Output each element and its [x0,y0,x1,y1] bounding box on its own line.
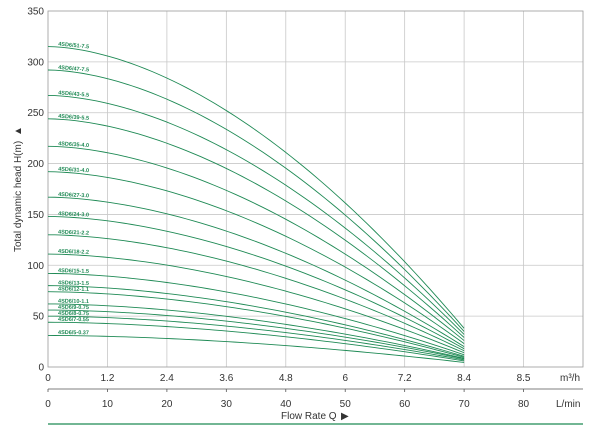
curve-label-4SD6/5-0.37: 4SD6/5-0.37 [58,330,89,336]
curve-4SD6/31-4.0 [47,171,465,344]
x-secondary-tick-1: 10 [102,399,114,410]
x-primary-tick-3: 3.6 [219,373,233,384]
curve-label-4SD6/27-3.0: 4SD6/27-3.0 [58,192,89,200]
curve-4SD6/9-0.75 [47,309,465,360]
x-axis-arrow: ▶ [341,411,349,422]
x-secondary-tick-3: 30 [221,399,233,410]
y-tick-50: 50 [33,312,45,323]
curve-label-4SD6/18-2.2: 4SD6/18-2.2 [58,249,89,256]
curve-label-4SD6/13-1.5: 4SD6/13-1.5 [58,280,89,287]
y-tick-350: 350 [27,7,44,18]
curve-4SD6/7-0.55 [47,321,465,362]
curve-label-4SD6/15-1.5: 4SD6/15-1.5 [58,268,89,275]
x-secondary-tick-6: 60 [399,399,411,410]
x-secondary-tick-8: 80 [518,399,530,410]
curve-label-4SD6/39-5.5: 4SD6/39-5.5 [58,114,89,122]
y-axis-arrow: ▲ [13,126,24,136]
curve-label-4SD6/35-4.0: 4SD6/35-4.0 [58,141,89,149]
curve-4SD6/8-0.75 [47,315,465,361]
curve-label-4SD6/8-0.75: 4SD6/8-0.75 [58,311,89,317]
curve-4SD6/13-1.5 [47,285,465,357]
x-primary-tick-1: 1.2 [100,373,114,384]
x-secondary-tick-4: 40 [280,399,292,410]
x-axis-title: Flow Rate Q [281,411,337,422]
y-axis-title: Total dynamic head H(m) [13,141,24,252]
x-secondary-tick-0: 0 [45,399,51,410]
x-primary-tick-2: 2.4 [160,373,174,384]
y-tick-0: 0 [38,363,44,374]
curve-label-4SD6/43-5.5: 4SD6/43-5.5 [58,90,89,98]
x-primary-tick-4: 4.8 [279,373,293,384]
curve-label-4SD6/12-1.1: 4SD6/12-1.1 [58,286,89,293]
curve-4SD6/51-7.5 [47,46,465,329]
curve-4SD6/27-3.0 [47,196,465,348]
curve-4SD6/12-1.1 [47,291,465,358]
curve-label-4SD6/21-2.2: 4SD6/21-2.2 [58,229,89,236]
x-primary-tick-8: 8.5 [517,373,531,384]
curve-label-4SD6/24-3.0: 4SD6/24-3.0 [58,211,89,218]
y-tick-300: 300 [27,57,44,68]
y-tick-100: 100 [27,261,44,272]
curve-4SD6/35-4.0 [47,145,465,341]
x-primary-tick-0: 0 [45,373,51,384]
plot-frame [47,10,584,368]
curve-4SD6/24-3.0 [47,216,465,350]
x-primary-tick-7: 8.4 [457,373,471,384]
x-secondary-tick-7: 70 [459,399,471,410]
curve-4SD6/47-7.5 [47,69,465,332]
x-primary-tick-6: 7.2 [398,373,412,384]
curve-4SD6/39-5.5 [47,118,465,338]
y-tick-250: 250 [27,108,44,119]
curve-4SD6/43-5.5 [47,94,465,335]
curve-4SD6/18-2.2 [47,253,465,354]
y-tick-labels: 0 50 100 150 200 250 300 350 [27,7,44,374]
curves [47,46,465,363]
curve-label-4SD6/31-4.0: 4SD6/31-4.0 [58,166,89,174]
x-primary-tick-labels: 0 1.2 2.4 3.6 4.8 6 7.2 8.4 8.5 [45,373,531,384]
curve-label-4SD6/51-7.5: 4SD6/51-7.5 [58,42,89,51]
x-primary-tick-5: 6 [342,373,348,384]
curve-label-4SD6/10-1.1: 4SD6/10-1.1 [58,299,89,306]
x-secondary-unit: L/min [556,399,580,410]
y-tick-150: 150 [27,210,44,221]
x-secondary-tick-2: 20 [161,399,173,410]
y-tick-200: 200 [27,159,44,170]
curve-label-4SD6/47-7.5: 4SD6/47-7.5 [58,65,89,74]
curve-4SD6/10-1.1 [47,303,465,359]
curve-4SD6/21-2.2 [47,234,465,352]
curve-4SD6/5-0.37 [47,335,465,363]
x-primary-unit: m³/h [560,373,580,384]
grid [48,11,583,367]
curve-label-4SD6/7-0.55: 4SD6/7-0.55 [58,317,89,323]
curve-label-4SD6/9-0.75: 4SD6/9-0.75 [58,305,89,312]
x-secondary-tick-labels: 0 10 20 30 40 50 60 70 80 [45,389,530,410]
curve-4SD6/15-1.5 [47,272,465,356]
curve-labels: 4SD6/51-7.5 4SD6/47-7.5 4SD6/43-5.5 4SD6/39… [58,42,89,337]
x-secondary-tick-5: 50 [340,399,352,410]
